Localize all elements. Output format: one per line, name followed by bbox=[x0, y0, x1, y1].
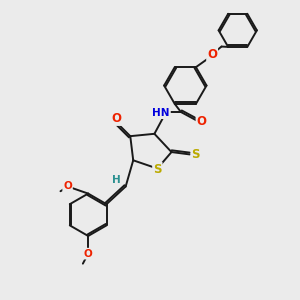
Text: O: O bbox=[63, 181, 72, 191]
Text: S: S bbox=[153, 163, 162, 176]
Text: HN: HN bbox=[152, 108, 170, 118]
Text: H: H bbox=[112, 175, 121, 185]
Text: O: O bbox=[84, 249, 92, 259]
Text: O: O bbox=[111, 112, 122, 125]
Text: O: O bbox=[196, 115, 206, 128]
Text: S: S bbox=[191, 148, 200, 161]
Text: O: O bbox=[207, 48, 217, 61]
